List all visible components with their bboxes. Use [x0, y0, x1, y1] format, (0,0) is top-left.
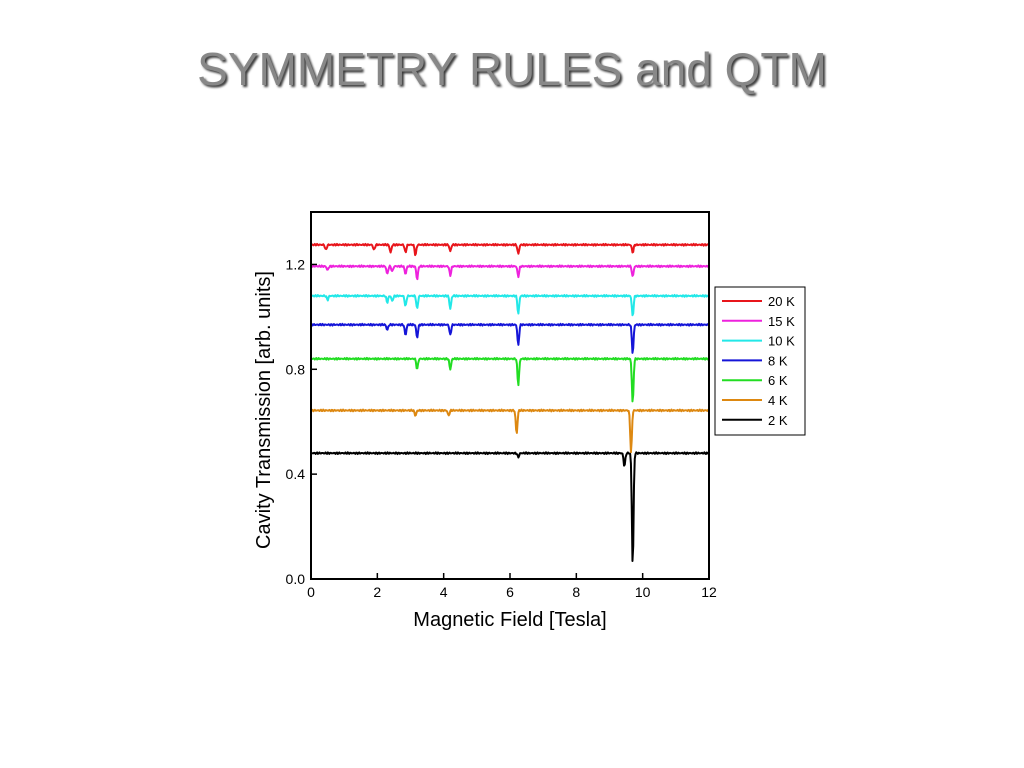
y-axis-label: Cavity Transmission [arb. units]	[253, 271, 275, 549]
series-line-15k	[310, 264, 710, 281]
ticks-layer: 0 2 4 6 8 10 12 0.0 0.4 0.8 1.2	[286, 256, 717, 600]
y-tick-label: 0.8	[286, 361, 306, 377]
slide-title: SYMMETRY RULES and QTM	[197, 43, 827, 95]
series-line-4k	[310, 408, 710, 454]
x-tick-label: 12	[701, 584, 717, 600]
x-tick-label: 8	[572, 584, 580, 600]
x-tick-label: 4	[440, 584, 448, 600]
x-tick-label: 0	[307, 584, 315, 600]
legend-label: 10 K	[768, 334, 795, 349]
y-tick-label: 1.2	[286, 256, 306, 272]
legend-label: 15 K	[768, 314, 795, 329]
series-line-20k	[310, 242, 710, 257]
series-layer	[310, 242, 710, 562]
series-line-6k	[310, 356, 710, 403]
legend-label: 6 K	[768, 373, 788, 388]
y-tick-label: 0.0	[286, 571, 306, 587]
legend: 20 K 15 K 10 K 8 K 6 K 4 K 2 K	[714, 286, 806, 436]
legend-label: 8 K	[768, 353, 788, 368]
x-axis-label: Magnetic Field [Tesla]	[413, 609, 606, 631]
x-tick-label: 2	[373, 584, 381, 600]
x-tick-label: 6	[506, 584, 514, 600]
x-tick-label: 10	[635, 584, 651, 600]
legend-label: 4 K	[768, 393, 788, 408]
series-line-10k	[310, 293, 710, 317]
legend-label: 2 K	[768, 413, 788, 428]
y-tick-label: 0.4	[286, 466, 306, 482]
legend-label: 20 K	[768, 294, 795, 309]
series-line-8k	[310, 322, 710, 354]
series-line-2k	[310, 451, 710, 562]
